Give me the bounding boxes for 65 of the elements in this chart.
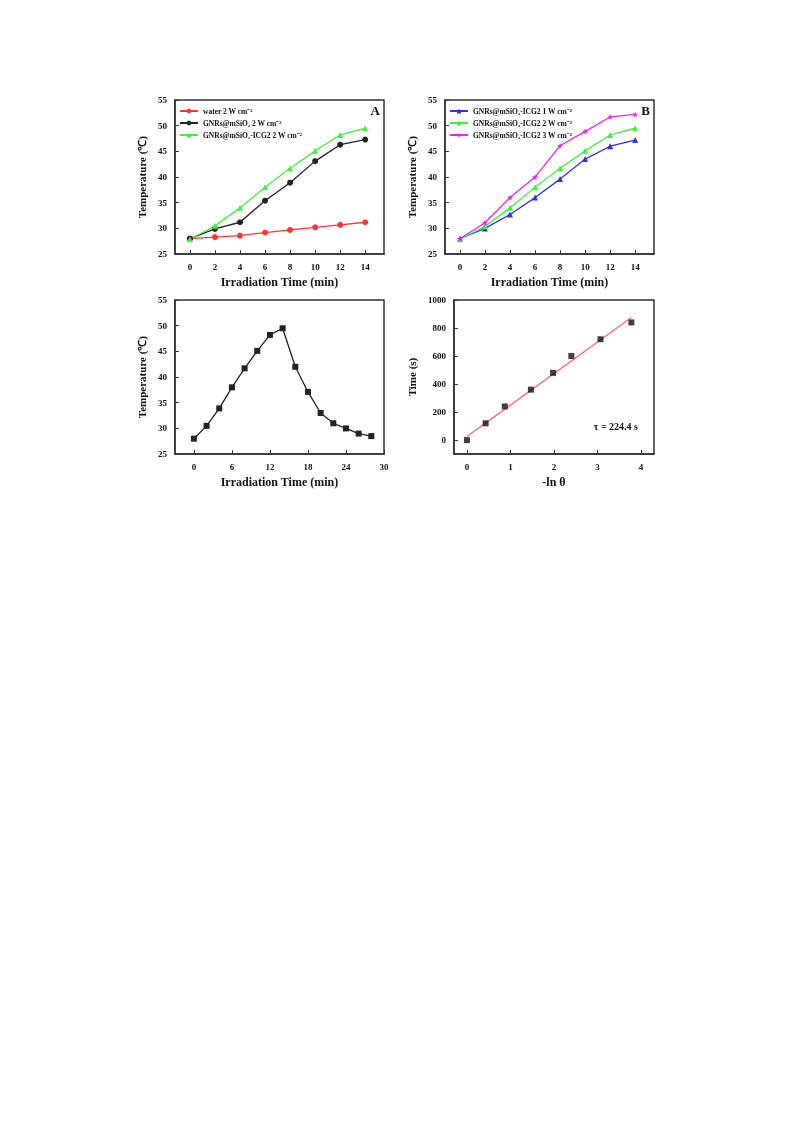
x-axis-title: -ln θ	[542, 475, 566, 489]
x-tick-label: 8	[557, 261, 563, 272]
y-tick-label: 1000	[427, 295, 447, 305]
x-tick-label: 12	[335, 261, 346, 272]
y-tick-label: 50	[157, 320, 168, 331]
y-tick-label: 400	[432, 379, 447, 390]
x-axis-title: Irradiation Time (min)	[220, 475, 339, 489]
x-tick-label: 10	[580, 261, 591, 272]
x-tick-label: 3	[595, 461, 601, 472]
y-tick-label: 45	[157, 346, 168, 357]
x-tick-label: 6	[262, 261, 268, 272]
x-axis-title: Irradiation Time (min)	[220, 275, 339, 289]
y-tick-label: 35	[427, 197, 438, 208]
y-tick-label: 55	[157, 95, 168, 105]
x-tick-label: 2	[551, 461, 557, 472]
x-tick-label: 18	[303, 461, 313, 472]
y-tick-label: 25	[427, 249, 438, 260]
y-tick-label: 55	[157, 295, 168, 305]
x-tick-label: 0	[457, 261, 463, 272]
y-tick-label: 30	[157, 423, 168, 434]
y-tick-label: 45	[427, 146, 438, 157]
x-tick-label: 0	[187, 261, 193, 272]
x-tick-label: 14	[360, 261, 371, 272]
x-tick-label: 14	[630, 261, 641, 272]
annotation: τ = 224.4 s	[593, 420, 639, 432]
y-axis-title: Temperature (℃)	[135, 135, 149, 219]
x-tick-label: 0	[464, 461, 470, 472]
x-tick-label: 4	[507, 261, 513, 272]
y-tick-label: 35	[157, 197, 168, 208]
x-tick-label: 10	[310, 261, 321, 272]
x-tick-label: 6	[532, 261, 538, 272]
y-tick-label: 50	[157, 120, 168, 131]
x-tick-label: 24	[341, 461, 351, 472]
y-tick-label: 50	[427, 120, 438, 131]
y-tick-label: 40	[157, 172, 168, 183]
y-axis-title: Temperature (℃)	[405, 135, 419, 219]
annotation: B	[641, 103, 651, 118]
y-axis-title: Temperature (℃)	[135, 335, 149, 419]
y-tick-label: 30	[427, 223, 438, 234]
y-tick-label: 40	[157, 372, 168, 383]
y-tick-label: 0	[441, 435, 447, 446]
y-tick-label: 800	[432, 323, 447, 334]
annotation: A	[370, 103, 381, 118]
y-tick-label: 600	[432, 351, 447, 362]
x-tick-label: 12	[605, 261, 616, 272]
x-tick-label: 2	[482, 261, 488, 272]
y-tick-label: 25	[157, 249, 168, 260]
x-tick-label: 4	[237, 261, 243, 272]
x-axis-title: Irradiation Time (min)	[490, 275, 609, 289]
x-tick-label: 30	[379, 461, 389, 472]
x-tick-label: 6	[229, 461, 235, 472]
y-axis-title: Time (s)	[405, 357, 419, 397]
y-tick-label: 35	[157, 397, 168, 408]
y-tick-label: 45	[157, 146, 168, 157]
x-tick-label: 4	[638, 461, 644, 472]
y-tick-label: 30	[157, 223, 168, 234]
y-tick-label: 200	[432, 407, 447, 418]
x-tick-label: 1	[508, 461, 514, 472]
x-tick-label: 8	[287, 261, 293, 272]
x-tick-label: 2	[212, 261, 218, 272]
y-tick-label: 55	[427, 95, 438, 105]
x-tick-label: 0	[191, 461, 197, 472]
x-tick-label: 12	[265, 461, 275, 472]
y-tick-label: 40	[427, 172, 438, 183]
y-tick-label: 25	[157, 449, 168, 460]
